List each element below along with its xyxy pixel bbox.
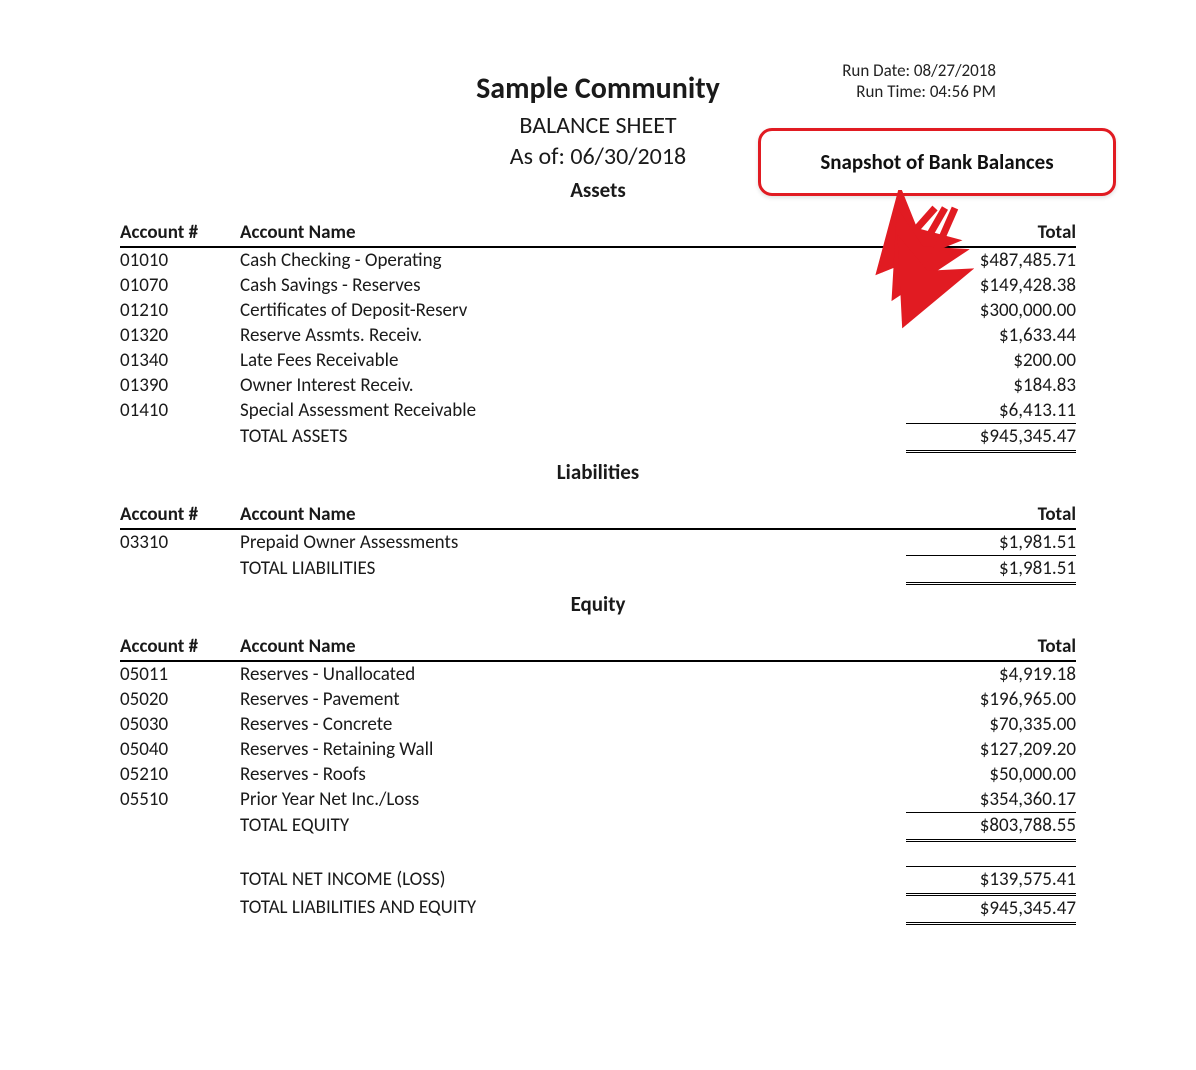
cell-acct: 01410 bbox=[120, 398, 240, 424]
callout-text: Snapshot of Bank Balances bbox=[820, 149, 1053, 175]
cell-name: Reserves - Concrete bbox=[240, 712, 906, 737]
cell-total: $300,000.00 bbox=[906, 298, 1076, 323]
assets-total-value: $945,345.47 bbox=[906, 424, 1076, 452]
table-row: 01340Late Fees Receivable$200.00 bbox=[120, 348, 1076, 373]
cell-total: $1,633.44 bbox=[906, 323, 1076, 348]
cell-acct: 01210 bbox=[120, 298, 240, 323]
cell-total: $354,360.17 bbox=[906, 787, 1076, 813]
section-heading-equity: Equity bbox=[120, 591, 1076, 617]
cell-acct: 05510 bbox=[120, 787, 240, 813]
cell-name: Certificates of Deposit-Reserv bbox=[240, 298, 906, 323]
cell-total: $1,981.51 bbox=[906, 529, 1076, 556]
net-income-value: $139,575.41 bbox=[906, 867, 1076, 895]
cell-name: Prior Year Net Inc./Loss bbox=[240, 787, 906, 813]
cell-total: $149,428.38 bbox=[906, 273, 1076, 298]
cell-acct: 05030 bbox=[120, 712, 240, 737]
cell-total: $6,413.11 bbox=[906, 398, 1076, 424]
table-row: 01210Certificates of Deposit-Reserv$300,… bbox=[120, 298, 1076, 323]
run-date: Run Date: 08/27/2018 bbox=[842, 60, 996, 81]
table-row: 05011Reserves - Unallocated$4,919.18 bbox=[120, 661, 1076, 687]
table-row: 01010Cash Checking - Operating$487,485.7… bbox=[120, 247, 1076, 273]
liabilities-table: Account # Account Name Total 03310Prepai… bbox=[120, 499, 1076, 585]
cell-total: $127,209.20 bbox=[906, 737, 1076, 762]
liab-equity-value: $945,345.47 bbox=[906, 895, 1076, 924]
cell-acct: 01390 bbox=[120, 373, 240, 398]
cell-name: Cash Savings - Reserves bbox=[240, 273, 906, 298]
liabilities-total-row: TOTAL LIABILITIES $1,981.51 bbox=[120, 556, 1076, 584]
liab-equity-row: TOTAL LIABILITIES AND EQUITY $945,345.47 bbox=[120, 895, 1076, 924]
cell-name: Reserves - Roofs bbox=[240, 762, 906, 787]
col-header-total: Total bbox=[906, 217, 1076, 247]
cell-name: Special Assessment Receivable bbox=[240, 398, 906, 424]
col-header-acct: Account # bbox=[120, 631, 240, 661]
cell-total: $4,919.18 bbox=[906, 661, 1076, 687]
cell-total: $487,485.71 bbox=[906, 247, 1076, 273]
table-row: 01320Reserve Assmts. Receiv.$1,633.44 bbox=[120, 323, 1076, 348]
cell-acct: 01070 bbox=[120, 273, 240, 298]
net-income-label: TOTAL NET INCOME (LOSS) bbox=[240, 867, 906, 895]
table-row: 05030Reserves - Concrete$70,335.00 bbox=[120, 712, 1076, 737]
col-header-total: Total bbox=[906, 631, 1076, 661]
cell-name: Prepaid Owner Assessments bbox=[240, 529, 906, 556]
cell-total: $50,000.00 bbox=[906, 762, 1076, 787]
cell-acct: 05011 bbox=[120, 661, 240, 687]
cell-name: Reserves - Retaining Wall bbox=[240, 737, 906, 762]
cell-acct: 05020 bbox=[120, 687, 240, 712]
cell-total: $184.83 bbox=[906, 373, 1076, 398]
cell-name: Reserves - Pavement bbox=[240, 687, 906, 712]
cell-name: Late Fees Receivable bbox=[240, 348, 906, 373]
equity-total-value: $803,788.55 bbox=[906, 813, 1076, 841]
liabilities-total-label: TOTAL LIABILITIES bbox=[240, 556, 906, 584]
cell-name: Reserve Assmts. Receiv. bbox=[240, 323, 906, 348]
section-heading-liabilities: Liabilities bbox=[120, 459, 1076, 485]
cell-name: Owner Interest Receiv. bbox=[240, 373, 906, 398]
run-time: Run Time: 04:56 PM bbox=[842, 81, 996, 102]
col-header-name: Account Name bbox=[240, 631, 906, 661]
cell-total: $200.00 bbox=[906, 348, 1076, 373]
cell-name: Cash Checking - Operating bbox=[240, 247, 906, 273]
table-row: 03310Prepaid Owner Assessments$1,981.51 bbox=[120, 529, 1076, 556]
table-row: 05040Reserves - Retaining Wall$127,209.2… bbox=[120, 737, 1076, 762]
liabilities-total-value: $1,981.51 bbox=[906, 556, 1076, 584]
assets-total-label: TOTAL ASSETS bbox=[240, 424, 906, 452]
cell-acct: 01320 bbox=[120, 323, 240, 348]
balance-sheet-page: Run Date: 08/27/2018 Run Time: 04:56 PM … bbox=[0, 0, 1196, 1070]
table-row: 05210Reserves - Roofs$50,000.00 bbox=[120, 762, 1076, 787]
equity-total-row: TOTAL EQUITY $803,788.55 bbox=[120, 813, 1076, 841]
cell-total: $196,965.00 bbox=[906, 687, 1076, 712]
cell-acct: 05210 bbox=[120, 762, 240, 787]
net-income-row: TOTAL NET INCOME (LOSS) $139,575.41 bbox=[120, 867, 1076, 895]
col-header-name: Account Name bbox=[240, 217, 906, 247]
cell-name: Reserves - Unallocated bbox=[240, 661, 906, 687]
table-row: 01070Cash Savings - Reserves$149,428.38 bbox=[120, 273, 1076, 298]
col-header-total: Total bbox=[906, 499, 1076, 529]
cell-total: $70,335.00 bbox=[906, 712, 1076, 737]
assets-table: Account # Account Name Total 01010Cash C… bbox=[120, 217, 1076, 453]
assets-total-row: TOTAL ASSETS $945,345.47 bbox=[120, 424, 1076, 452]
col-header-name: Account Name bbox=[240, 499, 906, 529]
cell-acct: 01340 bbox=[120, 348, 240, 373]
cell-acct: 05040 bbox=[120, 737, 240, 762]
run-meta: Run Date: 08/27/2018 Run Time: 04:56 PM bbox=[842, 60, 996, 103]
table-row: 01390Owner Interest Receiv.$184.83 bbox=[120, 373, 1076, 398]
cell-acct: 03310 bbox=[120, 529, 240, 556]
equity-table: Account # Account Name Total 05011Reserv… bbox=[120, 631, 1076, 925]
table-row: 05510Prior Year Net Inc./Loss$354,360.17 bbox=[120, 787, 1076, 813]
callout-box: Snapshot of Bank Balances bbox=[758, 128, 1116, 196]
liab-equity-label: TOTAL LIABILITIES AND EQUITY bbox=[240, 895, 906, 924]
col-header-acct: Account # bbox=[120, 499, 240, 529]
table-row: 05020Reserves - Pavement$196,965.00 bbox=[120, 687, 1076, 712]
equity-total-label: TOTAL EQUITY bbox=[240, 813, 906, 841]
col-header-acct: Account # bbox=[120, 217, 240, 247]
table-row: 01410Special Assessment Receivable$6,413… bbox=[120, 398, 1076, 424]
cell-acct: 01010 bbox=[120, 247, 240, 273]
